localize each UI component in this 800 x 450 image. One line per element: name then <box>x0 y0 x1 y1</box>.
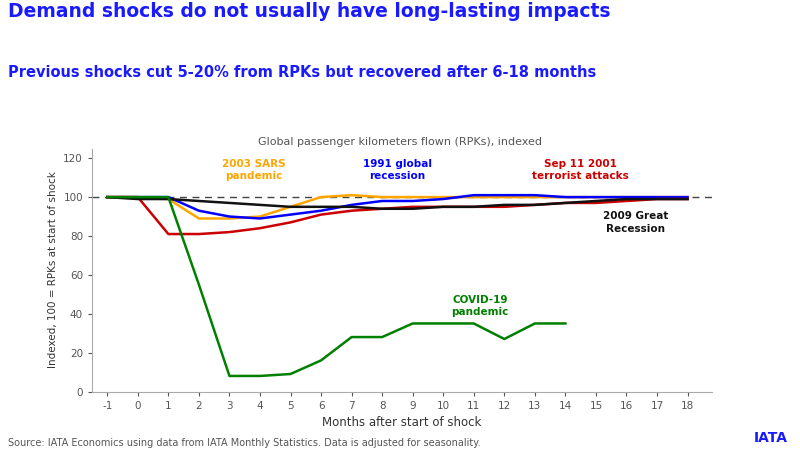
Text: 1991 global
recession: 1991 global recession <box>363 159 432 181</box>
Text: Source: IATA Economics using data from IATA Monthly Statistics. Data is adjusted: Source: IATA Economics using data from I… <box>8 438 481 448</box>
Text: 2003 SARS
pandemic: 2003 SARS pandemic <box>222 159 286 181</box>
Text: IATA: IATA <box>754 432 788 446</box>
Text: Global passenger kilometers flown (RPKs), indexed: Global passenger kilometers flown (RPKs)… <box>258 137 542 147</box>
Text: Sep 11 2001
terrorist attacks: Sep 11 2001 terrorist attacks <box>532 159 629 181</box>
Y-axis label: Indexed, 100 = RPKs at start of shock: Indexed, 100 = RPKs at start of shock <box>48 171 58 369</box>
Text: Demand shocks do not usually have long-lasting impacts: Demand shocks do not usually have long-l… <box>8 2 610 21</box>
X-axis label: Months after start of shock: Months after start of shock <box>322 416 482 429</box>
Text: COVID-19
pandemic: COVID-19 pandemic <box>451 295 509 317</box>
Text: Previous shocks cut 5-20% from RPKs but recovered after 6-18 months: Previous shocks cut 5-20% from RPKs but … <box>8 65 596 80</box>
Text: 2009 Great
Recession: 2009 Great Recession <box>603 211 668 234</box>
